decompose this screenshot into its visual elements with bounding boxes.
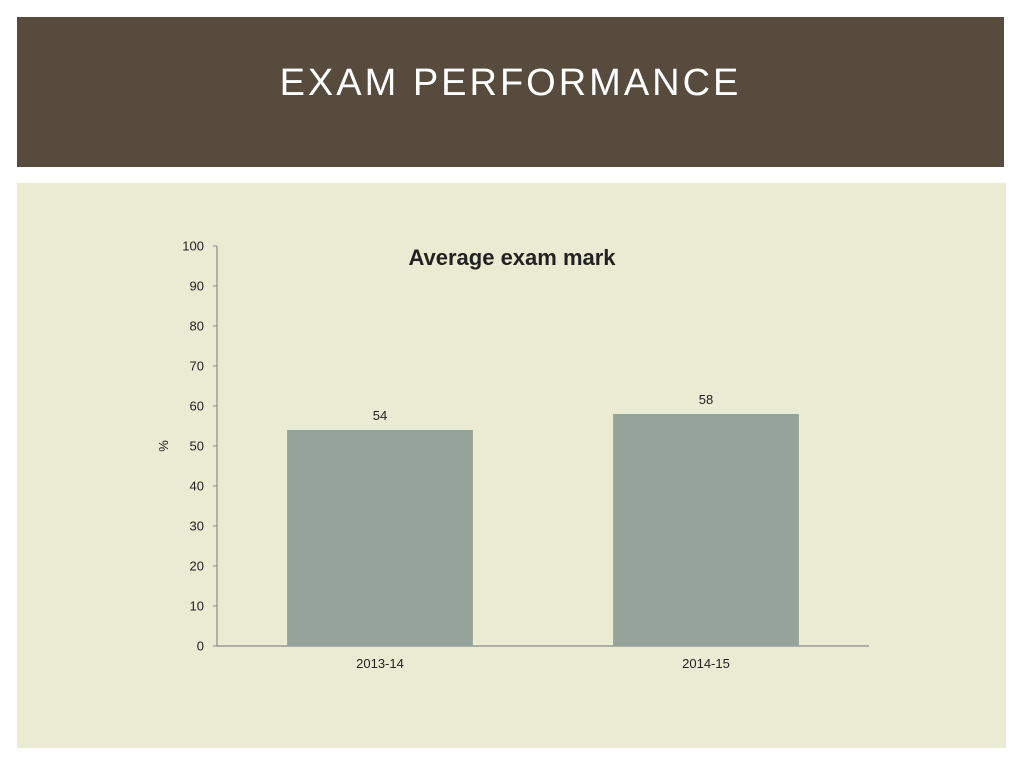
y-tick-label: 10 [190,599,204,614]
y-tick-label: 90 [190,279,204,294]
content-panel [17,183,1006,748]
y-tick-label: 50 [190,439,204,454]
x-tick-label: 2014-15 [682,656,730,671]
y-tick-label: 20 [190,559,204,574]
y-tick-label: 80 [190,319,204,334]
y-axis-label: % [156,440,171,452]
bar-2013-14 [287,430,473,646]
bar-data-label: 54 [373,408,387,423]
bar-data-label: 58 [699,392,713,407]
y-tick-label: 100 [182,239,204,254]
y-tick-label: 60 [190,399,204,414]
y-tick-label: 0 [197,639,204,654]
chart-title: Average exam mark [408,245,616,270]
y-tick-label: 30 [190,519,204,534]
y-tick-label: 40 [190,479,204,494]
x-axis-labels: 2013-14 2014-15 [356,656,730,671]
slide-title: EXAM PERFORMANCE [279,61,742,104]
y-tick-label: 70 [190,359,204,374]
x-tick-label: 2013-14 [356,656,404,671]
bars-group: 54 58 [287,392,799,646]
bar-2014-15 [613,414,799,646]
y-axis-ticks: 0 10 20 30 40 50 60 70 80 90 100 [182,239,217,654]
title-bar: EXAM PERFORMANCE [17,17,1004,167]
